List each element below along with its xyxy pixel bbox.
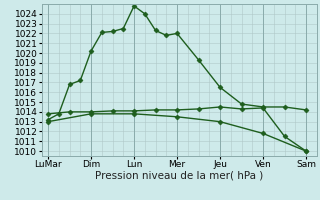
X-axis label: Pression niveau de la mer( hPa ): Pression niveau de la mer( hPa ) <box>95 171 263 181</box>
